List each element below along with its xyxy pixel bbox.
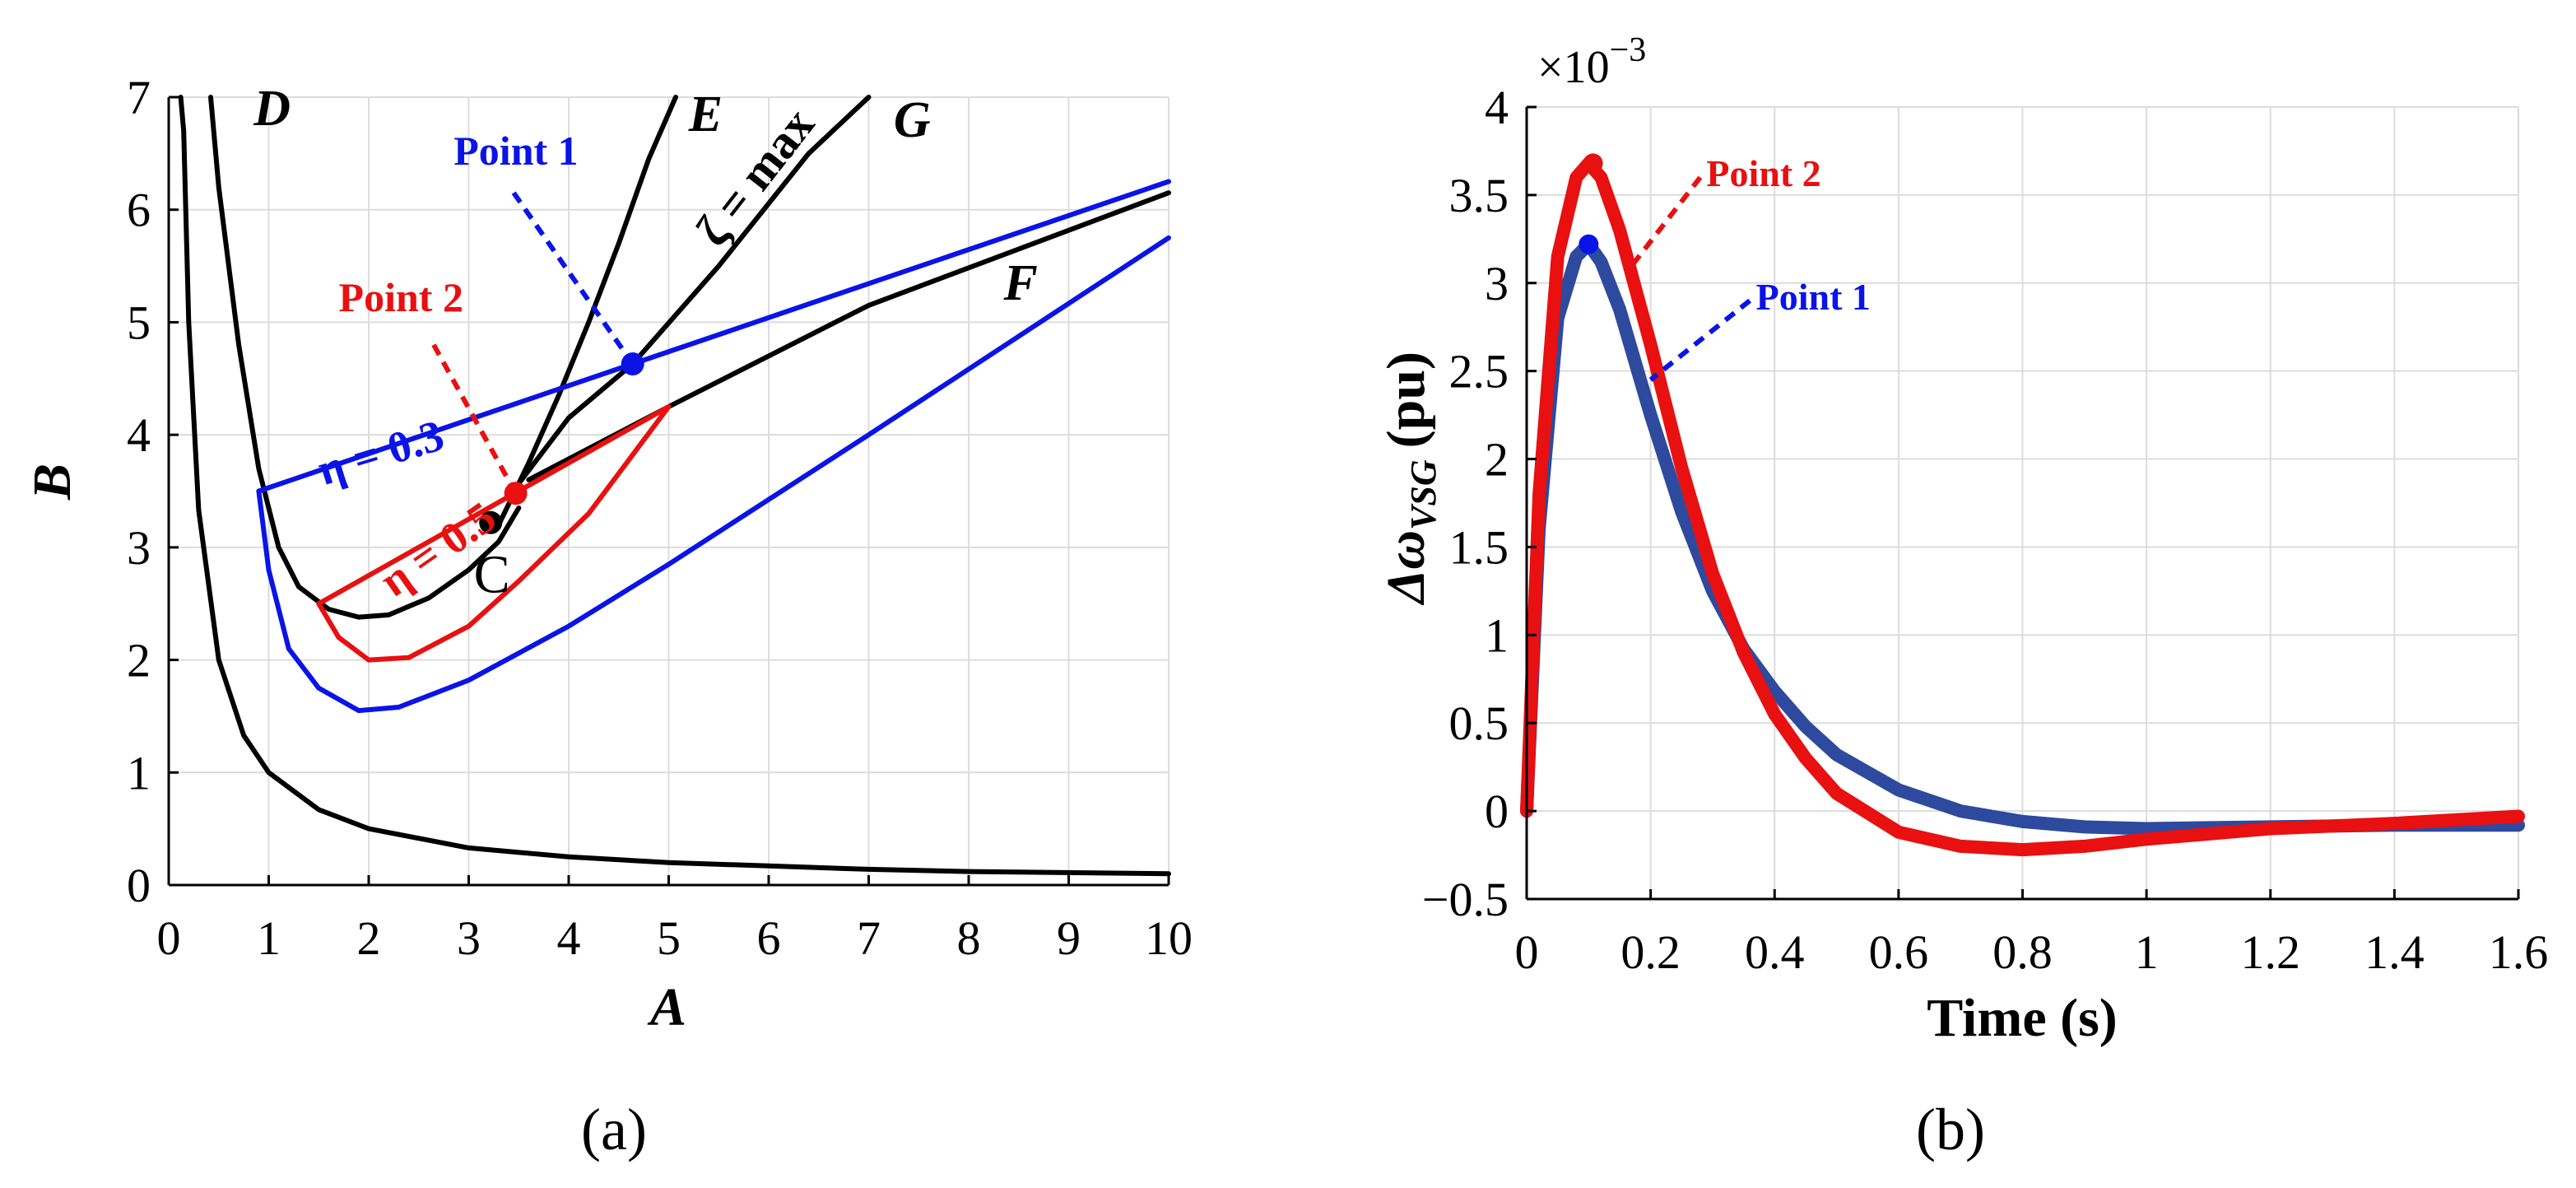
- chart-a-series-4: [526, 190, 1171, 482]
- chart-a-ytick-label-0: 0: [127, 859, 151, 912]
- chart-a-xtick-label-3: 3: [457, 911, 481, 965]
- chart-a-xtick-label-6: 6: [757, 911, 781, 965]
- chart-b-annotations: Point 2 Point 1: [1579, 152, 1871, 382]
- chart-a-xtick-label-0: 0: [157, 911, 181, 965]
- chart-b-axes: 0 0.2 0.4 0.6 0.8 1 1.2 1.4 1.6−0.500.511.522.53…: [1422, 81, 2548, 979]
- chart-a-grid: [168, 96, 1169, 886]
- chart-b-point-1: [1579, 234, 1599, 254]
- chart-a-ylabel: B: [22, 464, 82, 501]
- chart-b-grid: [1526, 106, 2519, 900]
- chart-b-ytick-label-3: 1: [1485, 608, 1509, 662]
- chart-a-annotation-8: η = 0.3: [312, 410, 449, 495]
- chart-a-annotation-3: F: [1003, 255, 1038, 311]
- chart-b-xtick-label-2: 0.4: [1745, 925, 1805, 979]
- chart-b-xtick-label-5: 1: [2135, 925, 2159, 979]
- chart-a-xtick-label-9: 9: [1057, 911, 1081, 965]
- chart-b-ytick-label-5: 2: [1485, 433, 1509, 487]
- chart-b-annotation-0: Point 2: [1706, 152, 1820, 194]
- chart-a-series-0: [178, 95, 1171, 877]
- chart-b-xtick-label-7: 1.4: [2364, 925, 2425, 979]
- chart-a-ytick-label-4: 4: [127, 408, 151, 462]
- chart-a-ytick-label-5: 5: [127, 296, 151, 349]
- chart-b-xtick-label-4: 0.8: [1992, 925, 2053, 979]
- chart-a-annotation-6: Point 2: [339, 274, 463, 320]
- chart-a-annotation-1: E: [688, 86, 723, 142]
- chart-b-leader-1: [1648, 298, 1751, 382]
- chart-b-xtick-label-3: 0.6: [1869, 925, 1929, 979]
- chart-a-annotation-0: D: [253, 81, 291, 137]
- chart-a-xtick-label-4: 4: [557, 911, 581, 965]
- chart-a-series-1: [208, 95, 522, 620]
- chart-b-ytick-label-1: 0: [1485, 785, 1509, 838]
- chart-b-series-1: [1520, 156, 2525, 857]
- chart-b-ytick-label-2: 0.5: [1449, 696, 1509, 750]
- chart-b-exponent-power: −3: [1610, 31, 1647, 69]
- chart-a-xtick-label-10: 10: [1145, 911, 1193, 965]
- chart-b-exponent-base: ×10: [1537, 42, 1610, 93]
- chart-b-ylabel: ΔωVSG (pu): [1376, 352, 1444, 606]
- chart-b-ylabel-sub: VSG: [1403, 459, 1444, 530]
- chart-a-series-3: [506, 95, 872, 500]
- chart-a-series-2: [495, 95, 678, 528]
- chart-b-xtick-label-1: 0.2: [1620, 925, 1681, 979]
- chart-a-series-8: [316, 404, 672, 663]
- chart-b-ytick-label-4: 1.5: [1449, 520, 1509, 574]
- chart-b-annotation-1: Point 1: [1756, 276, 1871, 318]
- chart-b-ytick-label-6: 2.5: [1449, 345, 1509, 398]
- chart-a-point-2: [479, 510, 503, 534]
- chart-a-ytick-label-7: 7: [127, 71, 151, 124]
- chart-b-leader-0: [1630, 175, 1703, 268]
- chart-b-xtick-label-6: 1.2: [2241, 925, 2301, 979]
- chart-b-xlabel: Time (s): [1927, 988, 2118, 1048]
- chart-a-ytick-label-2: 2: [127, 634, 151, 687]
- chart-b-ylabel-unit: (pu): [1376, 352, 1436, 448]
- chart-a: 0 1 2 3 4 5 6 7 8 9 10 0 1 2 3 4 5 6 7 D E G F C Point 1 Point 2…: [22, 71, 1193, 1037]
- chart-a-ytick-label-6: 6: [127, 184, 151, 237]
- chart-b-ytick-label-7: 3: [1485, 257, 1509, 310]
- chart-b-point-0: [1583, 153, 1603, 174]
- panel-label-a: (a): [581, 1097, 647, 1162]
- chart-a-annotation-5: Point 1: [453, 128, 578, 174]
- chart-a-annotation-4: C: [474, 545, 510, 605]
- chart-b-xtick-label-0: 0: [1515, 925, 1539, 979]
- chart-a-xtick-label-8: 8: [957, 911, 981, 965]
- panel-label-b: (b): [1916, 1097, 1985, 1162]
- chart-a-xtick-label-1: 1: [257, 911, 281, 965]
- chart-b-ytick-label-9: 4: [1485, 81, 1509, 134]
- chart-a-leader-0: [511, 191, 635, 366]
- chart-a-xtick-label-2: 2: [357, 911, 381, 965]
- chart-a-leader-1: [431, 343, 518, 495]
- chart-a-axes: 0 1 2 3 4 5 6 7 8 9 10 0 1 2 3 4 5 6 7: [127, 71, 1193, 965]
- chart-a-point-0: [621, 352, 644, 376]
- chart-a-xlabel: A: [647, 977, 686, 1037]
- chart-b: 0 0.2 0.4 0.6 0.8 1 1.2 1.4 1.6−0.500.511.522.53…: [1376, 31, 2548, 1048]
- chart-b-xtick-label-8: 1.6: [2489, 925, 2549, 979]
- chart-a-series-6: [256, 235, 1171, 714]
- chart-a-point-1: [504, 482, 528, 505]
- chart-b-exponent: ×10−3: [1537, 31, 1646, 93]
- chart-a-ytick-label-1: 1: [127, 746, 151, 799]
- chart-a-xtick-label-7: 7: [857, 911, 881, 965]
- chart-a-xtick-label-5: 5: [657, 911, 681, 965]
- chart-a-annotation-2: G: [894, 92, 931, 148]
- chart-a-ytick-label-3: 3: [127, 521, 151, 575]
- chart-b-ylabel-main: Δω: [1376, 530, 1436, 606]
- chart-b-ytick-label-8: 3.5: [1449, 169, 1509, 222]
- chart-b-ytick-label-0: −0.5: [1422, 873, 1509, 926]
